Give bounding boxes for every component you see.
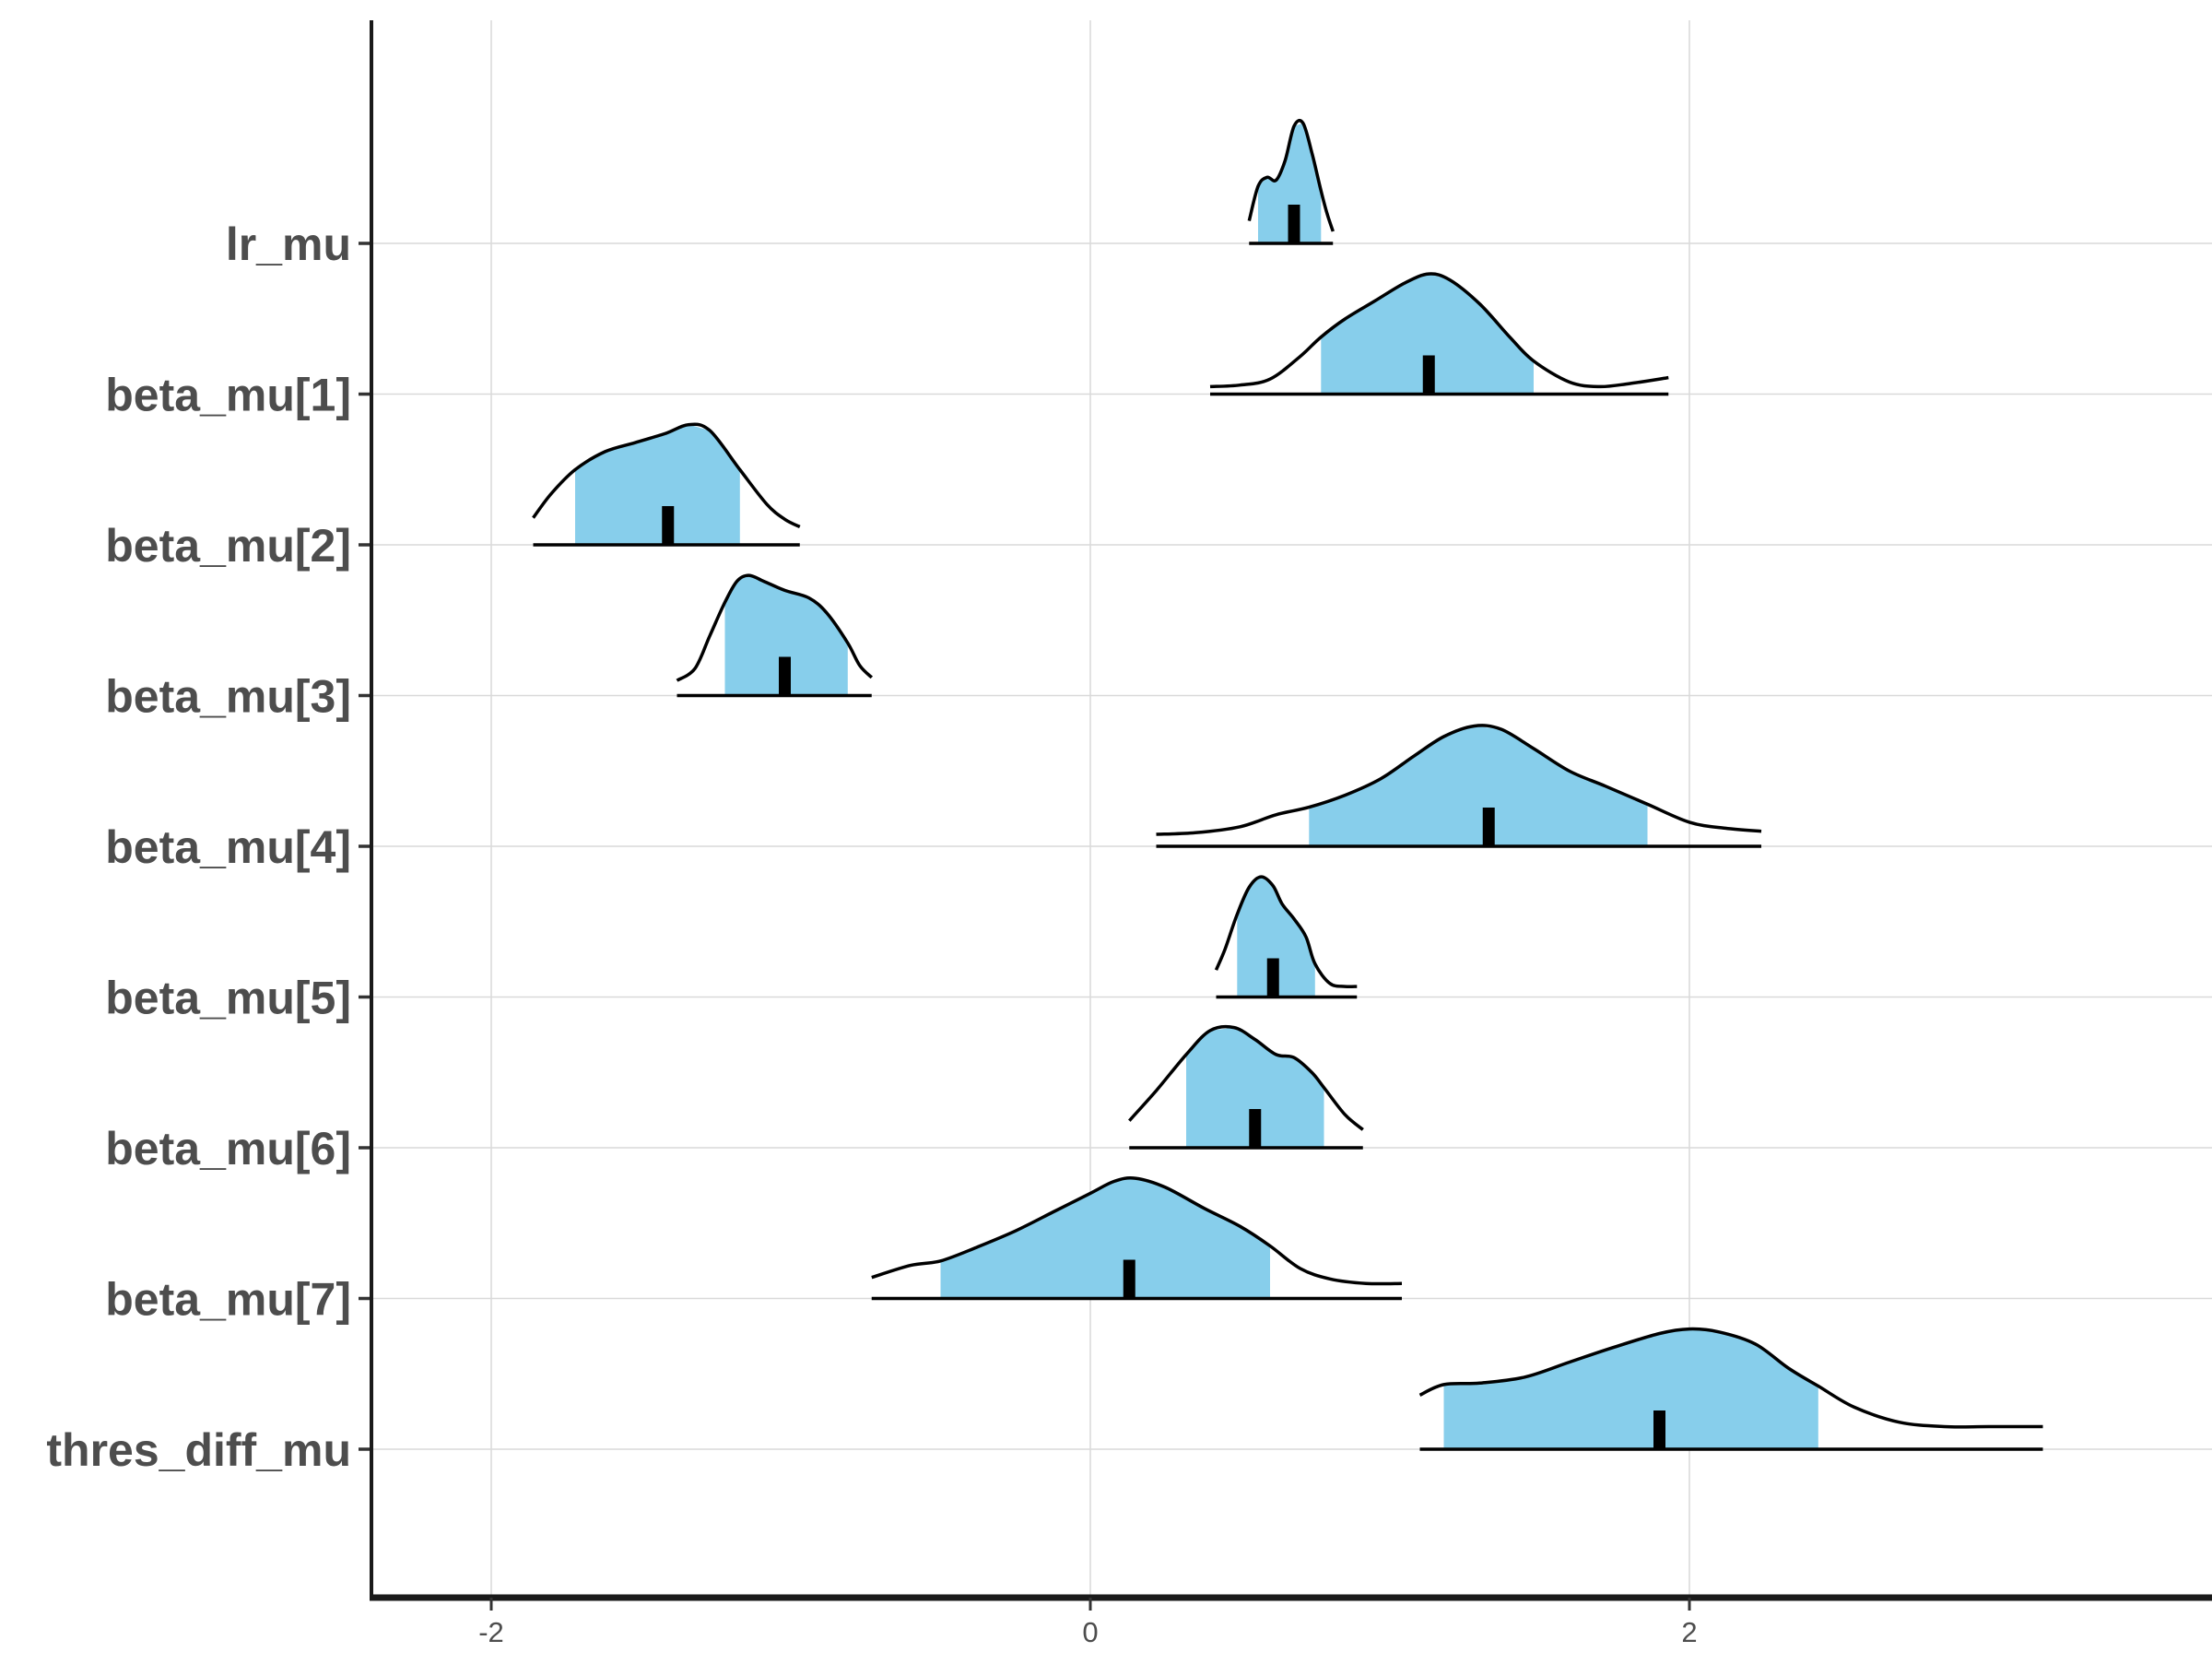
x-tick-label: 2 (1681, 1616, 1697, 1648)
ridge-beta-mu3 (676, 573, 874, 698)
ridge-beta-mu5 (1214, 875, 1358, 999)
density-curve (676, 573, 874, 682)
x-tick-label: 0 (1082, 1616, 1098, 1648)
y-axis-label: beta_mu[1] (105, 370, 351, 421)
ridge-lr-mu (1247, 118, 1335, 245)
inner-interval-area (1443, 1328, 1818, 1449)
density-curve (1418, 1327, 2043, 1429)
ridge-beta-mu1 (1209, 272, 1669, 396)
ridge-layer (532, 118, 2043, 1451)
density-curve (871, 1176, 1403, 1286)
median-marker (779, 656, 791, 696)
median-marker (1482, 808, 1495, 846)
inner-interval-area (1309, 726, 1648, 846)
y-axis-label: beta_mu[5] (105, 973, 351, 1024)
y-axis-label: beta_mu[3] (105, 671, 351, 723)
density-curve (1209, 272, 1669, 389)
median-marker (1653, 1410, 1665, 1449)
y-axis-label: lr_mu (226, 218, 351, 270)
y-axis-label: beta_mu[7] (105, 1274, 351, 1326)
ridge-beta-mu6 (1127, 1024, 1364, 1150)
grid-layer (371, 20, 2212, 1598)
median-marker (1249, 1109, 1262, 1148)
inner-interval-area (575, 425, 740, 545)
y-axis-label: beta_mu[2] (105, 520, 351, 572)
ridge-beta-mu7 (871, 1176, 1403, 1301)
ridge-thres-diff-mu (1418, 1327, 2043, 1451)
density-curve (1214, 875, 1358, 989)
density-curve (1156, 724, 1762, 836)
median-marker (1123, 1259, 1135, 1299)
median-marker (1422, 355, 1435, 395)
axis-layer (359, 20, 2212, 1611)
y-axis-label: thres_diff_mu (46, 1424, 351, 1476)
median-marker (1266, 958, 1279, 997)
inner-interval-area (940, 1178, 1270, 1299)
y-axis-label: beta_mu[6] (105, 1123, 351, 1174)
x-tick-label: -2 (478, 1616, 504, 1648)
y-axis-label: beta_mu[4] (105, 821, 351, 873)
median-marker (1288, 205, 1300, 243)
median-marker (662, 506, 675, 545)
inner-interval-area (1321, 274, 1534, 395)
inner-interval-area (1258, 123, 1322, 243)
density-curve (1127, 1024, 1364, 1131)
density-curve (532, 422, 801, 528)
inner-interval-area (724, 575, 848, 696)
inner-interval-area (1237, 877, 1315, 997)
ridge-beta-mu2 (532, 422, 801, 547)
label-layer: lr_mu beta_mu[1] beta_mu[2] beta_mu[3] beta_… (46, 218, 1697, 1648)
density-curve (1247, 118, 1335, 232)
ridge-beta-mu4 (1156, 724, 1762, 848)
